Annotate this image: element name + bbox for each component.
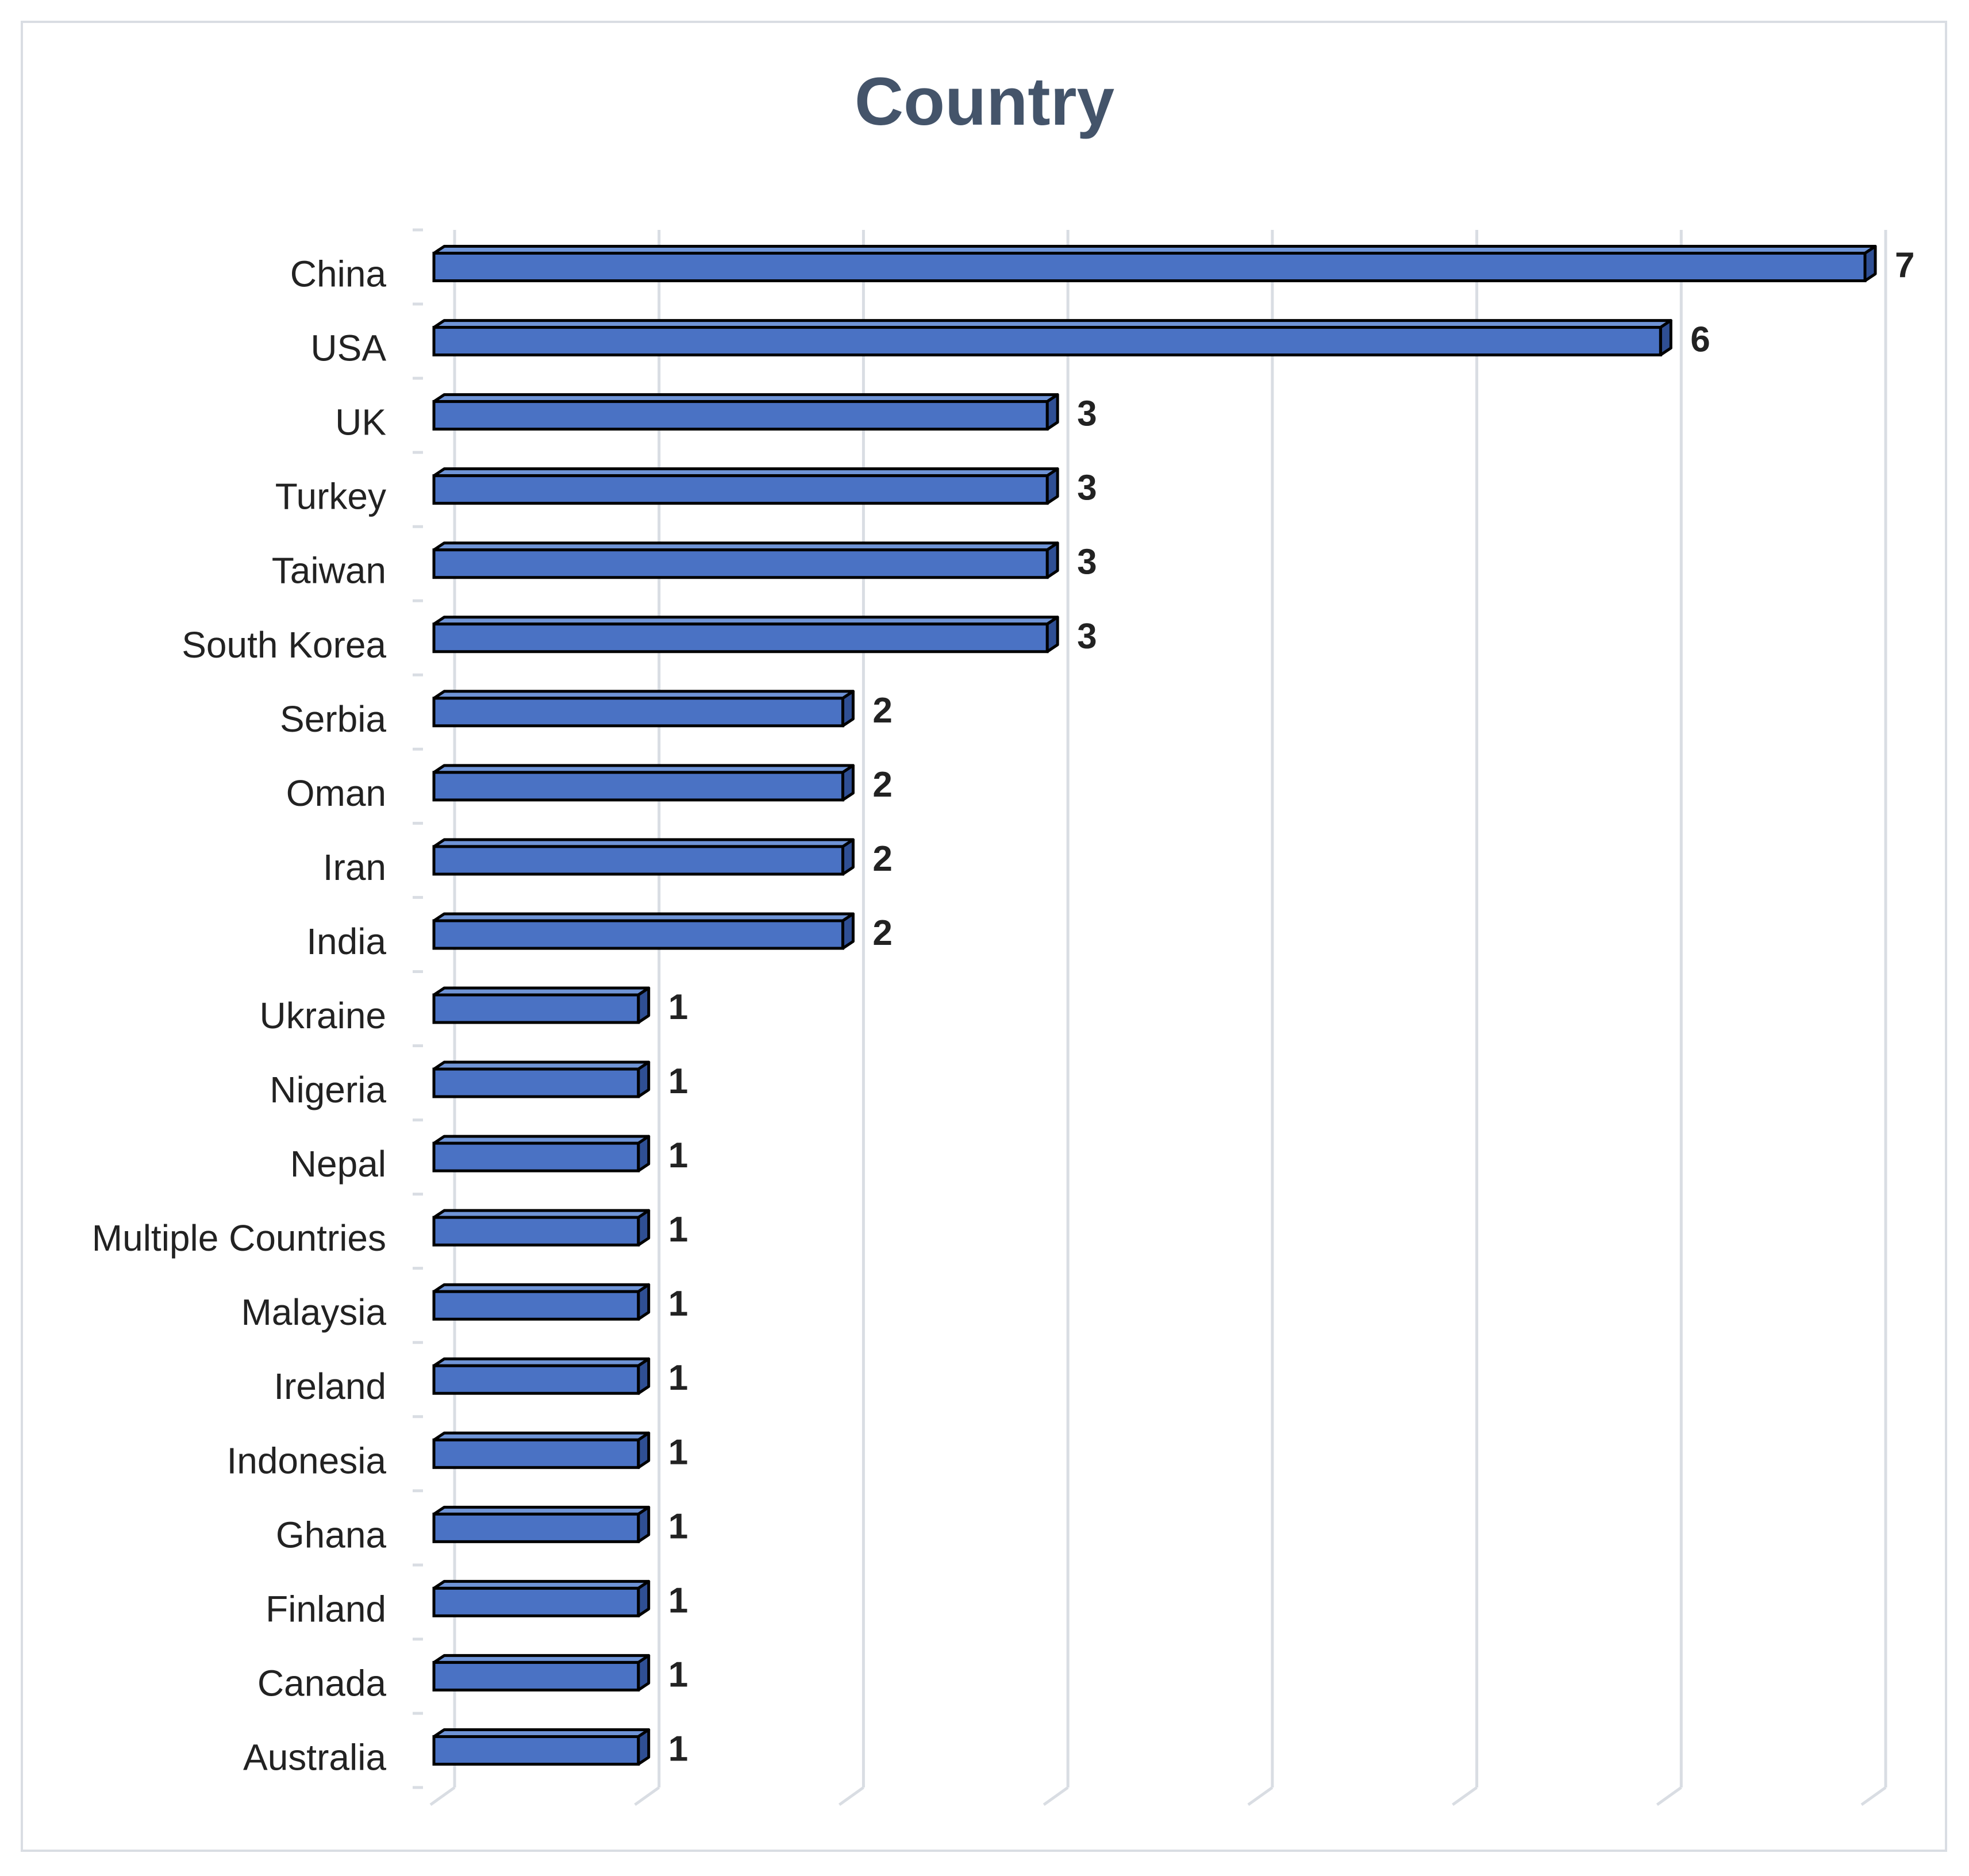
bar [432,1141,640,1172]
bar-side [1045,541,1059,579]
bar-side [637,1654,651,1692]
category-label: Malaysia [241,1291,386,1333]
gridline-x-floor [1043,1786,1069,1806]
category-label: USA [310,328,386,369]
bar [432,697,844,728]
category-label: Oman [286,772,386,814]
category-label: Nepal [290,1143,386,1185]
bar-side [841,690,855,728]
bar-side [1863,245,1877,283]
bar [432,1290,640,1321]
bar [432,622,1049,653]
category-label: Iran [323,847,386,888]
data-label: 6 [1690,320,1710,360]
category-label: Canada [257,1662,387,1704]
bar-side [841,912,855,950]
bar [432,1067,640,1098]
category-label: Turkey [275,476,386,517]
bar [432,1735,640,1766]
data-label: 1 [668,1432,688,1472]
bar [432,771,844,802]
gridline-x-floor [1860,1786,1887,1806]
bar-side [841,838,855,876]
bar-side [637,1135,651,1172]
data-label: 1 [668,1284,688,1324]
bar [432,1364,640,1395]
category-label: UK [335,402,386,443]
gridline-x-floor [634,1786,660,1806]
bar-side [1659,319,1672,357]
data-label: 1 [668,1210,688,1250]
data-label: 1 [668,1655,688,1694]
bar [432,400,1049,431]
data-label: 7 [1895,246,1914,286]
bar [432,1586,640,1617]
data-label: 1 [668,1506,688,1546]
category-label: Nigeria [270,1069,386,1110]
data-label: 3 [1077,543,1097,582]
bar [432,474,1049,505]
bar-side [637,1505,651,1543]
data-label: 1 [668,1062,688,1101]
data-label: 2 [872,765,892,805]
bar-side [637,986,651,1024]
bar [432,1216,640,1247]
gridline-x-floor [1247,1786,1274,1806]
gridline-x-floor [838,1786,864,1806]
data-label: 1 [668,1729,688,1769]
category-label: Serbia [280,698,386,740]
category-label: Ghana [276,1514,387,1555]
bar [432,252,1867,283]
gridline-x-floor [1656,1786,1682,1806]
data-label: 2 [872,839,892,879]
category-label: Australia [243,1736,386,1778]
category-label: Multiple Countries [92,1217,386,1259]
bar-side [841,764,855,802]
category-label: South Korea [182,624,386,666]
category-label: India [306,921,386,962]
gridline-x-floor [429,1786,456,1806]
bar-side [637,1431,651,1469]
chart-title: Country [854,64,1115,140]
bar-side [1045,393,1059,431]
category-label: Ukraine [259,995,386,1036]
data-label: 2 [872,691,892,731]
data-label: 1 [668,1358,688,1398]
category-label: Taiwan [272,550,386,591]
bar [432,1438,640,1469]
category-label: China [290,253,387,295]
bar-side [637,1728,651,1766]
data-label: 1 [668,1581,688,1620]
category-label: Ireland [274,1366,386,1407]
bar-side [637,1357,651,1395]
gridline-x-floor [1452,1786,1478,1806]
data-label: 1 [668,987,688,1027]
bar-side [1045,616,1059,653]
data-label: 3 [1077,394,1097,434]
bar-side [637,1209,651,1247]
data-label: 2 [872,913,892,953]
bar-side [637,1579,651,1617]
data-label: 1 [668,1136,688,1175]
bar-side [637,1060,651,1098]
bar [432,1660,640,1692]
bar-side [637,1283,651,1321]
bar [432,548,1049,579]
bar-side [1045,467,1059,505]
bar [432,993,640,1024]
bar [432,326,1662,357]
category-label: Indonesia [226,1440,386,1481]
bar [432,919,844,950]
data-label: 3 [1077,468,1097,508]
category-label: Finland [266,1588,386,1629]
bar [432,845,844,876]
data-label: 3 [1077,617,1097,656]
bar [432,1512,640,1543]
